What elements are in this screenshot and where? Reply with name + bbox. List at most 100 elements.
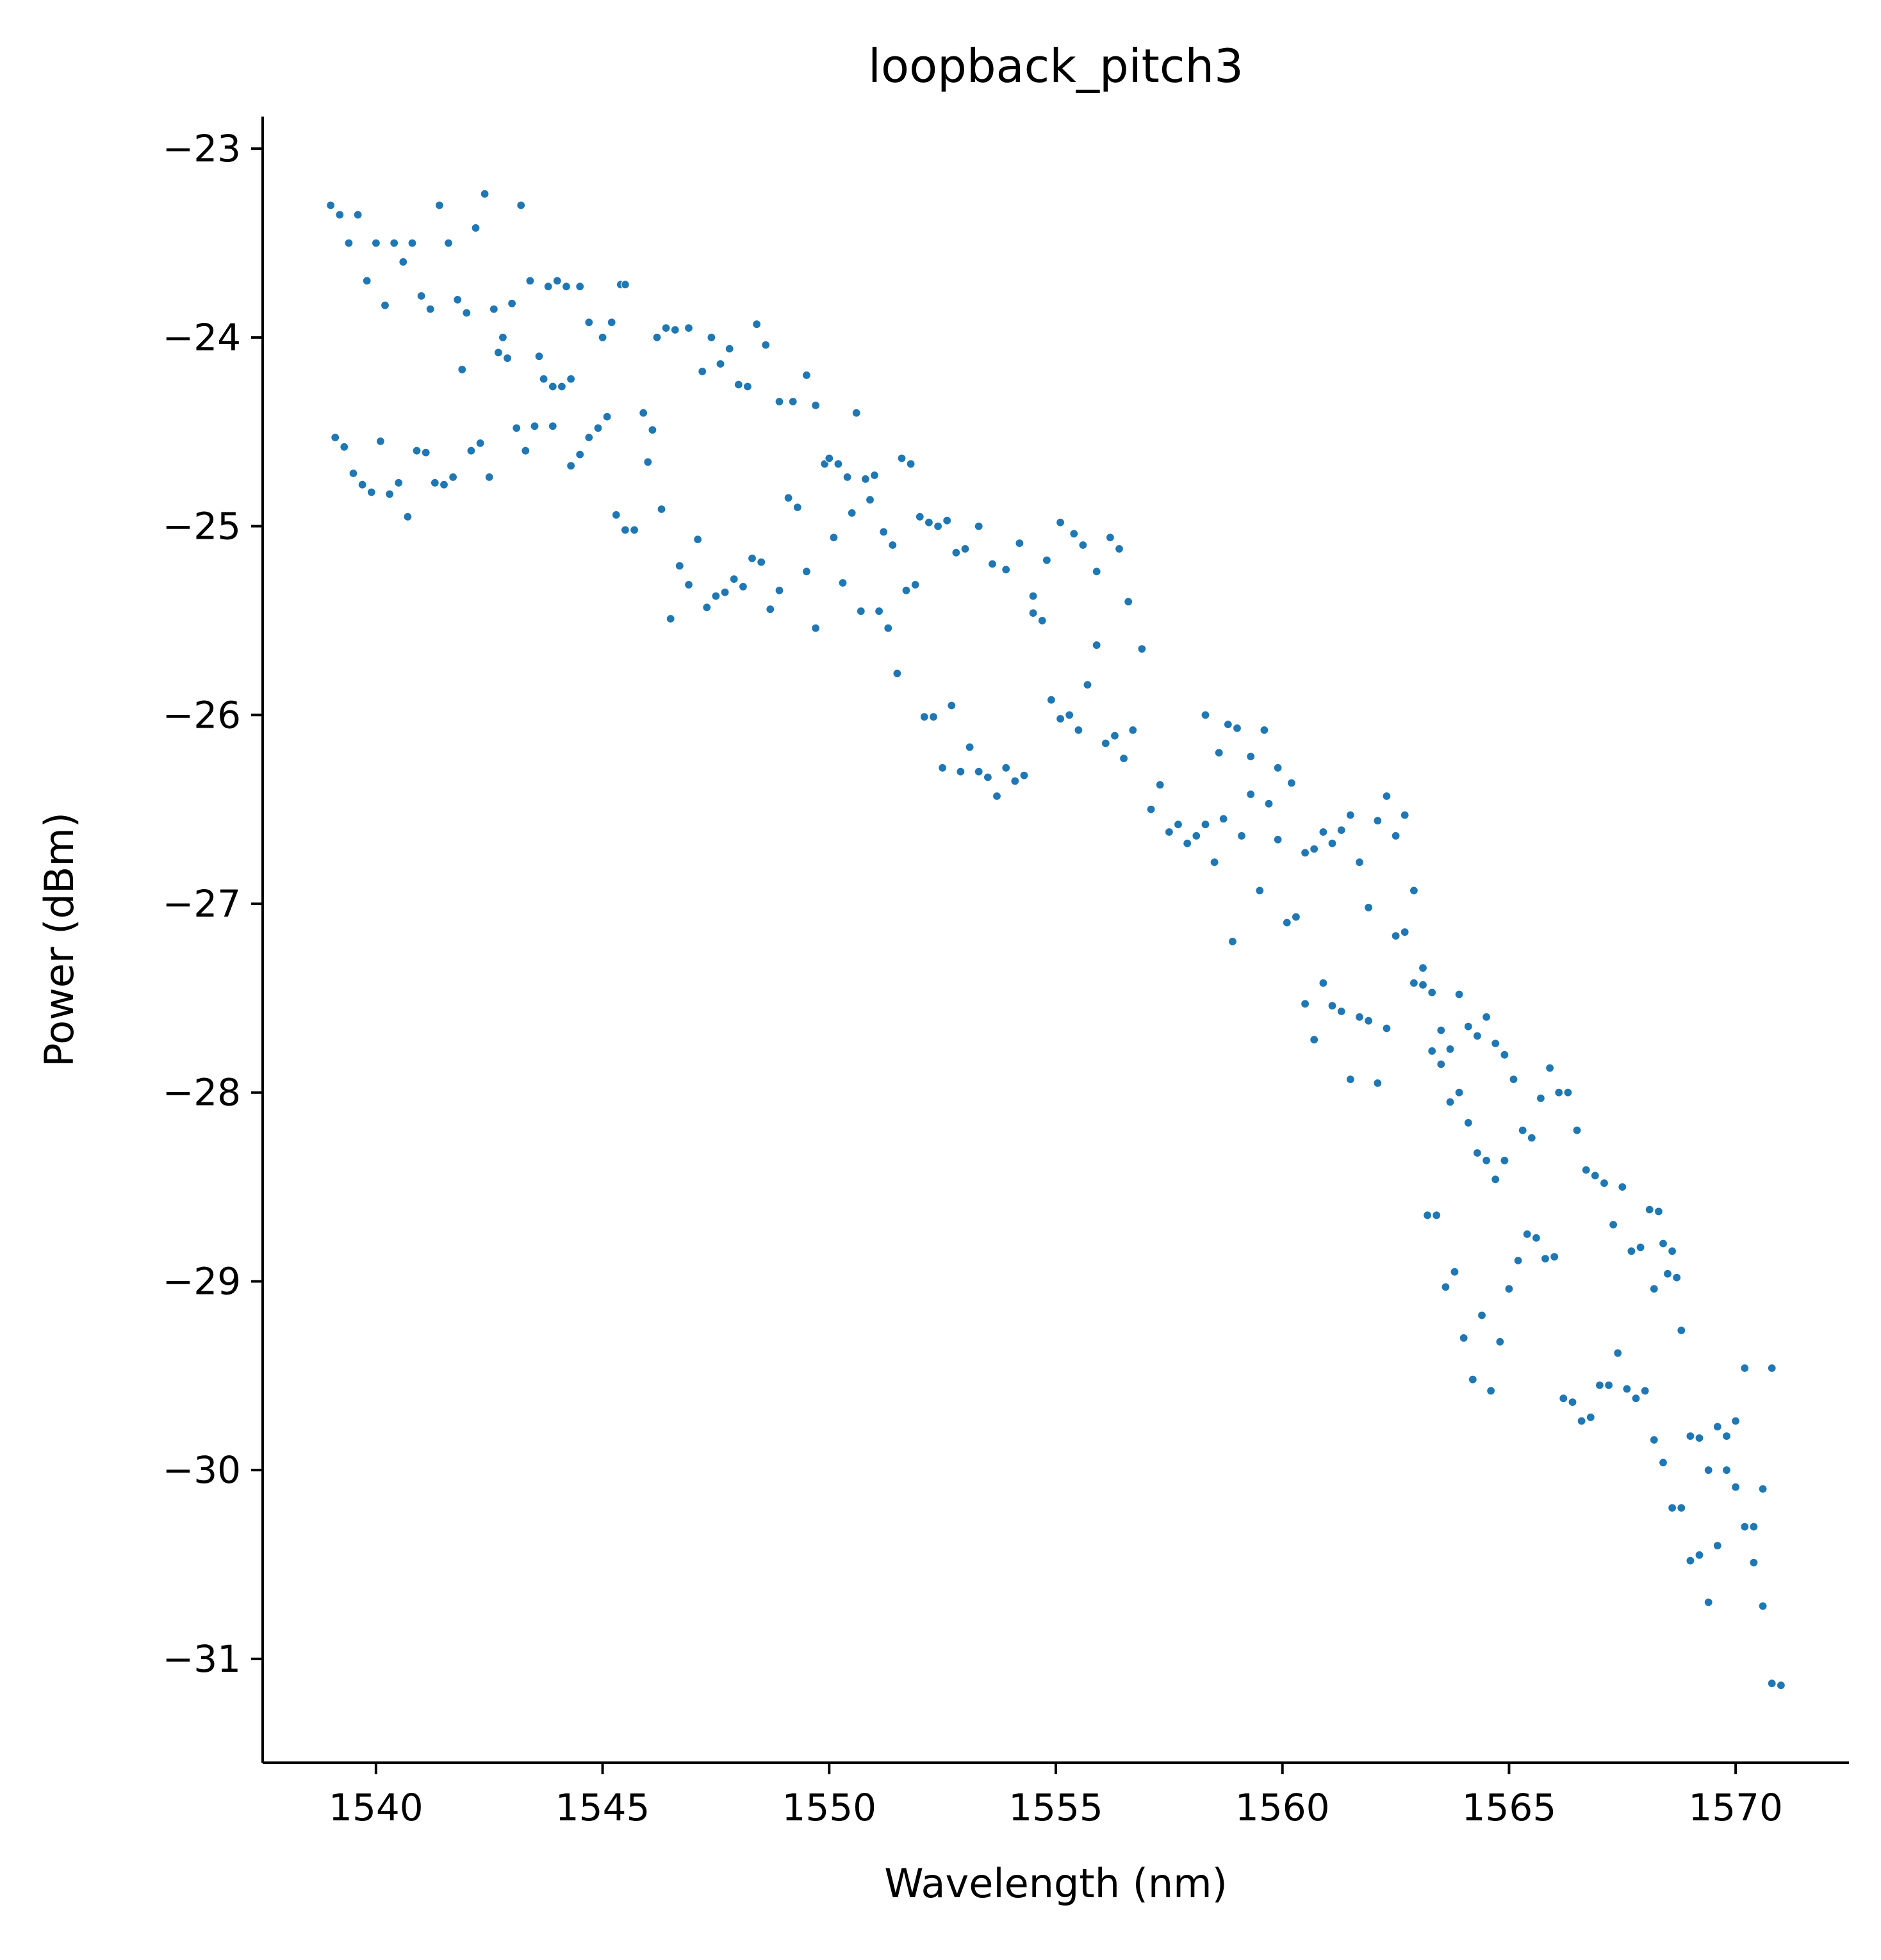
data-point [403,512,413,521]
data-point [675,561,684,571]
data-point [584,318,594,327]
data-point [1300,848,1310,858]
data-point [1055,714,1065,724]
data-point [1092,641,1101,650]
data-point [1740,1363,1750,1373]
data-point [711,591,721,601]
data-point [784,493,793,503]
data-point [1219,814,1228,824]
data-point [716,359,725,369]
data-point [883,623,893,633]
data-point [1668,1246,1677,1256]
y-ticks: −23 −24 −25 −26 −27 −28 −29 −30 −31 [163,127,263,1681]
data-point [766,605,775,614]
data-point [1327,838,1337,848]
data-point [1164,827,1174,837]
data-point [443,238,454,248]
data-point [1255,886,1265,895]
data-point [1074,725,1083,735]
data-point [1531,1233,1541,1243]
data-point [1622,1384,1632,1394]
data-point [1223,719,1233,730]
data-point [1595,1380,1604,1390]
data-point [924,518,934,527]
data-point [1513,1255,1523,1266]
data-point [1114,544,1124,554]
data-point [1677,1326,1686,1335]
y-tick-label: −27 [163,882,241,926]
data-point [1776,1681,1786,1690]
data-point [1327,1001,1337,1011]
data-point [1092,567,1101,576]
data-point [992,791,1002,801]
data-point [1721,1432,1732,1441]
data-point [548,421,557,431]
data-point [707,332,716,342]
data-point [598,332,607,342]
data-point [1214,748,1224,758]
data-point [942,516,952,525]
data-point [1472,1148,1482,1158]
data-point [398,257,408,266]
data-point [851,408,861,418]
data-point [1318,827,1328,837]
data-point [439,480,449,489]
data-point [434,200,445,210]
data-point [384,489,395,499]
x-tick-label: 1555 [1008,1786,1103,1829]
data-point [543,282,553,291]
data-point [530,421,539,431]
x-tick-label: 1560 [1235,1786,1330,1829]
data-point [1001,763,1011,772]
data-point [362,276,372,286]
data-point [1124,597,1133,607]
data-point [1418,980,1428,990]
data-point [1491,1038,1500,1049]
data-point [856,607,866,616]
data-point [729,574,739,584]
data-point [1364,902,1374,913]
data-point [1654,1207,1663,1216]
data-point [498,332,508,342]
data-point [1273,763,1283,772]
data-point [1468,1375,1477,1384]
data-point [698,366,707,377]
data-point [801,567,812,576]
data-point [1400,810,1409,820]
data-point [512,423,522,433]
data-point [1110,731,1120,740]
data-point [525,276,535,286]
data-point [1713,1541,1722,1551]
data-point [743,382,753,391]
data-point [1767,1363,1777,1373]
data-point [1232,723,1242,733]
data-point [1758,1601,1768,1611]
data-point [1749,1558,1759,1567]
data-point [1545,1063,1555,1073]
data-point [879,527,889,537]
data-point [1291,912,1301,922]
data-point [349,468,358,478]
data-point [611,510,621,520]
data-point [539,374,548,384]
data-point [1527,1133,1536,1143]
data-point [1568,1398,1577,1407]
data-point [1758,1484,1768,1494]
data-point [1336,825,1346,835]
data-point [1618,1182,1627,1192]
data-point [1246,789,1256,799]
data-point [906,459,916,469]
data-point [1572,1125,1582,1135]
data-point [657,504,666,514]
data-point [1627,1246,1636,1256]
data-point [933,521,943,531]
data-point [1101,739,1110,748]
data-point [344,238,354,248]
data-point [974,767,983,776]
data-point [1454,990,1464,999]
data-point [1731,1416,1741,1426]
data-point [1686,1556,1695,1565]
data-point [1069,529,1079,539]
data-point [684,580,694,590]
